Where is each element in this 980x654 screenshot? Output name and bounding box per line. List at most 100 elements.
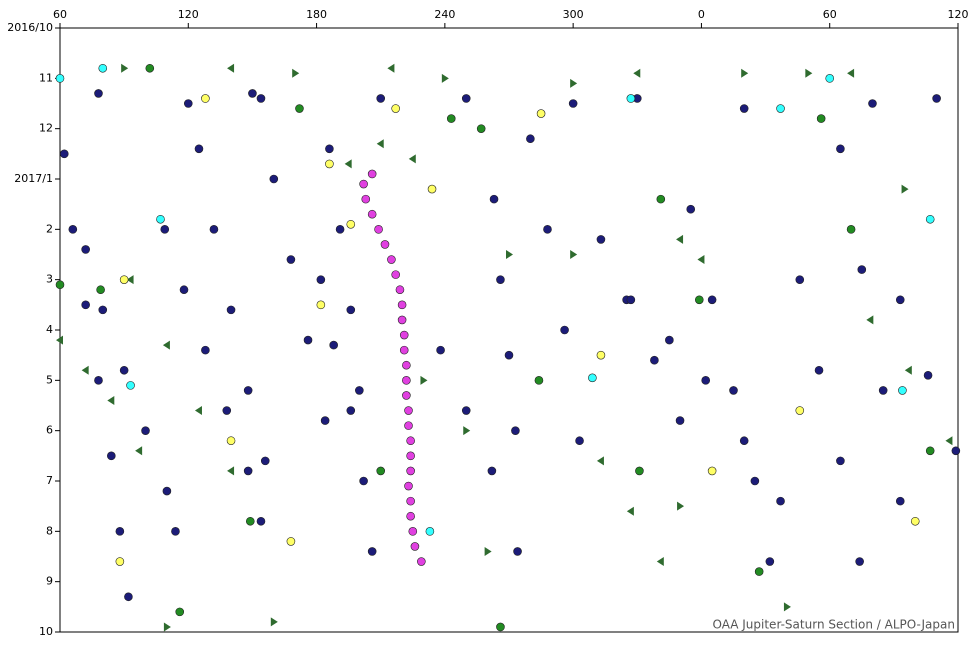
point — [171, 527, 180, 536]
point — [932, 94, 941, 103]
point — [568, 99, 578, 108]
point — [846, 225, 856, 234]
point — [461, 94, 471, 103]
point — [222, 406, 232, 415]
x-tick-label: 0 — [698, 8, 705, 21]
point — [513, 547, 522, 556]
point — [175, 607, 185, 617]
point — [776, 104, 785, 113]
point — [316, 300, 326, 310]
point — [406, 466, 415, 476]
point — [243, 386, 253, 395]
point — [570, 78, 578, 88]
point — [376, 139, 384, 149]
point — [504, 350, 514, 360]
point — [107, 451, 116, 461]
point — [427, 184, 437, 194]
x-tick-label: 120 — [948, 8, 969, 21]
point — [387, 63, 395, 73]
annotation: OAA Jupiter-Saturn Section / ALPO-Japan — [712, 618, 955, 632]
point — [404, 421, 413, 430]
point — [163, 622, 171, 632]
point — [209, 225, 219, 234]
point — [463, 426, 471, 436]
point — [754, 567, 764, 576]
point — [286, 537, 296, 546]
point — [410, 542, 420, 551]
point — [260, 456, 270, 466]
point — [496, 275, 505, 284]
point — [596, 456, 604, 466]
point — [406, 451, 415, 461]
x-tick-label: 120 — [178, 8, 199, 21]
point — [476, 124, 486, 133]
point — [359, 476, 368, 486]
point — [316, 275, 326, 284]
y-tick-label: 6 — [46, 424, 53, 437]
point — [686, 204, 696, 214]
point — [361, 194, 371, 204]
point — [227, 63, 235, 73]
point — [303, 335, 313, 345]
point — [825, 74, 835, 83]
point — [256, 94, 266, 103]
point — [107, 395, 115, 405]
y-tick-label: 3 — [46, 273, 53, 286]
point — [391, 104, 400, 113]
point — [543, 225, 552, 234]
point — [346, 406, 356, 415]
point — [446, 114, 456, 123]
y-tick-label: 2016/10 — [7, 21, 53, 34]
point — [866, 315, 874, 325]
point — [436, 345, 445, 355]
point — [489, 194, 499, 204]
point — [286, 255, 296, 264]
point — [98, 63, 108, 73]
point — [96, 285, 105, 295]
point — [320, 416, 330, 425]
point — [697, 255, 705, 265]
point — [201, 94, 210, 103]
y-tick-label: 2 — [46, 222, 53, 235]
point — [596, 350, 606, 360]
point — [183, 99, 193, 108]
point — [626, 295, 636, 305]
point — [506, 250, 513, 259]
point — [94, 376, 103, 385]
point — [55, 74, 65, 83]
y-tick-label: 10 — [39, 625, 53, 638]
point — [226, 305, 236, 315]
point — [795, 275, 805, 284]
point — [635, 466, 644, 476]
point — [739, 104, 749, 113]
x-tick-label: 60 — [823, 8, 837, 21]
point — [925, 214, 935, 224]
point — [248, 89, 257, 98]
point — [588, 373, 597, 383]
point — [776, 496, 785, 506]
point — [115, 557, 125, 566]
point — [729, 386, 738, 395]
point — [359, 179, 368, 189]
point — [656, 194, 666, 204]
point — [56, 335, 63, 345]
point — [420, 375, 428, 385]
point — [380, 240, 390, 249]
point — [408, 527, 418, 536]
point — [126, 381, 135, 390]
point — [119, 365, 129, 375]
point — [367, 169, 377, 179]
point — [496, 622, 505, 632]
point — [484, 546, 492, 556]
point — [162, 486, 172, 496]
y-tick-label: 9 — [46, 575, 53, 588]
point — [656, 557, 664, 567]
point — [335, 225, 345, 234]
point — [895, 295, 905, 305]
point — [626, 506, 634, 516]
point — [245, 516, 255, 526]
point — [707, 295, 717, 305]
point — [344, 159, 352, 169]
y-tick-label: 8 — [46, 524, 53, 537]
